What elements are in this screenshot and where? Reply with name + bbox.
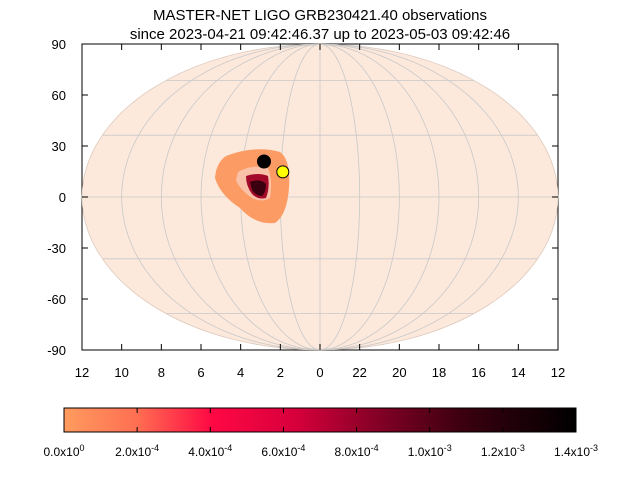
colorbar-tick-label: 4.0x10-4 (188, 443, 232, 459)
colorbar-tick-label: 2.0x10-4 (115, 443, 159, 459)
y-tick-label: 30 (52, 139, 66, 154)
x-tick-label: 0 (316, 365, 323, 380)
x-tick-label: 16 (471, 365, 485, 380)
colorbar-tick-label: 0.0x100 (43, 443, 84, 459)
chart-title-line-1: MASTER-NET LIGO GRB230421.40 observation… (152, 7, 488, 24)
probability-region (215, 149, 290, 224)
colorbar-tick-label: 8.0x10-4 (335, 443, 379, 459)
colorbar-ticks: 0.0x100 2.0x10-4 4.0x10-4 6.0x10-4 8.0x10-4 1… (43, 408, 598, 459)
y-axis-ticks: 90 60 30 0 -30 -60 -90 (47, 37, 558, 358)
y-tick-label: -60 (47, 292, 66, 307)
x-tick-label: 10 (114, 365, 128, 380)
y-tick-label: 0 (59, 190, 66, 205)
y-tick-label: -30 (47, 241, 66, 256)
x-tick-label: 22 (352, 365, 366, 380)
markers-group (257, 154, 290, 179)
colorbar-tick-label: 1.0x10-3 (408, 443, 452, 459)
x-tick-label: 2 (277, 365, 284, 380)
y-tick-label: -90 (47, 343, 66, 358)
x-tick-label: 4 (237, 365, 244, 380)
y-tick-label: 60 (52, 88, 66, 103)
x-tick-label: 20 (392, 365, 406, 380)
x-tick-label: 6 (197, 365, 204, 380)
colorbar (63, 407, 577, 433)
y-tick-label: 90 (52, 37, 66, 52)
x-tick-label: 12 (75, 365, 89, 380)
black-marker (257, 154, 271, 169)
colorbar-tick-label: 6.0x10-4 (261, 443, 305, 459)
colorbar-tick-label: 1.4x10-3 (554, 443, 598, 459)
chart-title-line-2: since 2023-04-21 09:42:46.37 up to 2023-… (129, 26, 511, 43)
yellow-marker (276, 165, 290, 179)
coordinate-grid (82, 44, 558, 350)
x-axis-ticks: 12 10 8 6 4 2 0 22 20 18 16 14 12 (75, 44, 565, 380)
x-tick-label: 12 (551, 365, 565, 380)
x-tick-label: 18 (432, 365, 446, 380)
colorbar-tick-label: 1.2x10-3 (481, 443, 525, 459)
x-tick-label: 8 (158, 365, 165, 380)
x-tick-label: 14 (511, 365, 525, 380)
